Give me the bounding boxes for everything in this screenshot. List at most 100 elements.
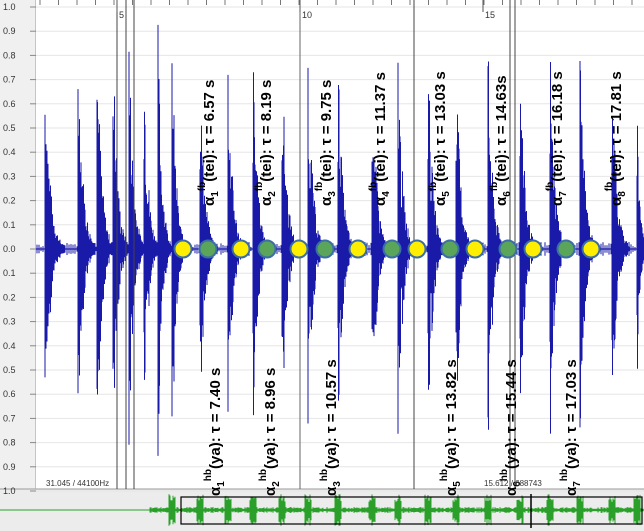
annotation-base: α <box>318 196 335 206</box>
amplitude-label: 0.9 <box>3 462 16 472</box>
amplitude-label: 0.8 <box>3 50 16 60</box>
annotation-fb: α5fb(tei): τ = 13.03 s <box>428 71 452 206</box>
annotation-index: 3 <box>332 481 343 487</box>
annotation-index: 2 <box>271 481 282 487</box>
annotation-superscript: hb <box>319 469 330 481</box>
annotation-text: (ya): τ = 17.03 s <box>563 359 580 469</box>
annotation-fb: α2fb(tei): τ = 8.19 s <box>254 80 278 206</box>
annotation-text: (tei): τ = 8.19 s <box>258 80 275 182</box>
annotation-base: α <box>493 196 510 206</box>
annotation-superscript: fb <box>428 182 439 191</box>
marker-fb-dot <box>407 239 427 259</box>
annotation-index: 1 <box>210 191 221 197</box>
annotation-base: α <box>372 196 389 206</box>
amplitude-label: 0.2 <box>3 292 16 302</box>
annotation-text: (tei): τ = 16.18 s <box>549 71 566 182</box>
annotation-index: 8 <box>617 191 628 197</box>
marker-fb-dot <box>231 239 251 259</box>
annotation-index: 5 <box>452 481 463 487</box>
annotation-text: (tei): τ = 17.81 s <box>608 71 625 182</box>
overview-waveform[interactable] <box>0 494 644 528</box>
marker-hb-dot <box>440 239 460 259</box>
annotation-text: (tei): τ = 9.75 s <box>318 80 335 182</box>
annotation-base: α <box>432 196 449 206</box>
amplitude-label: 0.3 <box>3 317 16 327</box>
annotation-fb: α6fb(tei): τ = 14.63s <box>489 75 513 206</box>
annotation-index: 3 <box>327 191 338 197</box>
annotation-text: (tei): τ = 14.63s <box>493 75 510 181</box>
annotation-hb: α7hb(ya): τ = 17.03 s <box>559 359 583 496</box>
amplitude-label: 0.8 <box>3 438 16 448</box>
annotation-text: (ya): τ = 8.96 s <box>262 368 279 469</box>
annotation-superscript: hb <box>258 469 269 481</box>
annotation-base: α <box>262 486 279 496</box>
time-label: 5 <box>119 10 124 20</box>
marker-hb-dot <box>556 239 576 259</box>
time-ruler-labels: 5 10 15 <box>39 0 633 20</box>
annotation-base: α <box>443 486 460 496</box>
annotation-superscript: fb <box>197 182 208 191</box>
marker-hb-dot <box>198 239 218 259</box>
annotation-text: (ya): τ = 13.82 s <box>443 359 460 469</box>
annotation-index: 2 <box>267 191 278 197</box>
annotation-superscript: fb <box>254 182 265 191</box>
annotation-superscript: hb <box>499 469 510 481</box>
overview-waveform-path <box>149 494 644 526</box>
annotation-fb: α3fb(tei): τ = 9.75 s <box>314 80 338 206</box>
status-right: 15.612 / 688743 <box>484 479 542 488</box>
annotation-index: 7 <box>572 481 583 487</box>
annotation-fb: α8fb(tei): τ = 17.81 s <box>604 71 628 206</box>
time-label: 10 <box>302 10 312 20</box>
marker-fb-dot <box>348 239 368 259</box>
amplitude-label: 0.4 <box>3 341 16 351</box>
time-label: 15 <box>485 10 495 20</box>
annotation-fb: α4fb(tei): τ = 11.37 s <box>368 72 392 206</box>
annotation-text: (tei): τ = 13.03 s <box>432 71 449 182</box>
annotation-hb: α5hb(ya): τ = 13.82 s <box>439 359 463 496</box>
amplitude-label: 0.6 <box>3 389 16 399</box>
annotation-superscript: hb <box>439 469 450 481</box>
amplitude-label: 0.6 <box>3 99 16 109</box>
annotation-fb: α7fb(tei): τ = 16.18 s <box>545 71 569 206</box>
marker-hb-dot <box>498 239 518 259</box>
marker-hb-dot <box>315 239 335 259</box>
amplitude-label: 0.2 <box>3 196 16 206</box>
annotation-base: α <box>323 486 340 496</box>
annotation-base: α <box>201 196 218 206</box>
amplitude-ruler <box>0 0 36 489</box>
annotation-index: 5 <box>441 191 452 197</box>
amplitude-label: 0.7 <box>3 413 16 423</box>
annotation-hb: α3hb(ya): τ = 10.57 s <box>319 359 343 496</box>
amplitude-label: 0.5 <box>3 365 16 375</box>
annotation-base: α <box>503 486 520 496</box>
annotation-index: 6 <box>512 481 523 487</box>
annotation-superscript: fb <box>368 182 379 191</box>
annotation-superscript: fb <box>314 182 325 191</box>
overview-selection[interactable] <box>180 496 643 525</box>
annotation-base: α <box>207 486 224 496</box>
marker-fb-dot <box>465 239 485 259</box>
annotation-superscript: hb <box>559 469 570 481</box>
annotation-superscript: fb <box>545 182 556 191</box>
annotation-base: α <box>258 196 275 206</box>
marker-fb-dot <box>289 239 309 259</box>
annotation-index: 4 <box>381 191 392 197</box>
annotation-text: (tei): τ = 6.57 s <box>201 80 218 182</box>
annotation-index: 1 <box>216 481 227 487</box>
annotation-text: (tei): τ = 11.37 s <box>372 72 389 182</box>
annotation-superscript: fb <box>489 182 500 191</box>
annotation-text: (ya): τ = 10.57 s <box>323 359 340 469</box>
marker-fb-dot <box>581 239 601 259</box>
amplitude-label: 0.3 <box>3 171 16 181</box>
amplitude-labels: 1.0 0.9 0.8 0.7 0.6 0.5 0.4 0.3 0.2 0.1 0.0 0.1 0.2 0… <box>3 2 36 496</box>
annotation-hb: α2hb(ya): τ = 8.96 s <box>258 368 282 496</box>
amplitude-label: 0.1 <box>3 268 16 278</box>
annotation-index: 6 <box>502 191 513 197</box>
amplitude-label: 1.0 <box>3 486 16 496</box>
amplitude-label: 0.0 <box>3 244 16 254</box>
amplitude-label: 0.1 <box>3 220 16 230</box>
annotation-text: (ya): τ = 15.44 s <box>503 359 520 469</box>
annotation-superscript: hb <box>203 469 214 481</box>
